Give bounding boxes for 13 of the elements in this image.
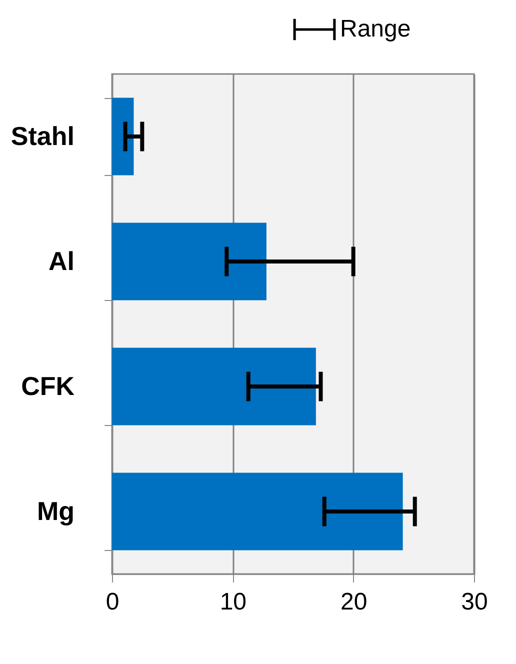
- bar: [112, 98, 134, 176]
- x-tick-label: 20: [340, 588, 368, 616]
- y-tick-label: Al: [48, 246, 74, 276]
- bar: [112, 222, 266, 300]
- y-tick-label: Mg: [36, 496, 74, 526]
- x-tick-label: 10: [220, 588, 247, 616]
- text: Range: [340, 16, 411, 42]
- bar: [112, 348, 316, 426]
- y-tick-label: CFK: [21, 371, 75, 401]
- x-tick-label: 30: [461, 588, 488, 616]
- bar: [112, 472, 403, 550]
- x-tick-label: 0: [106, 588, 120, 616]
- y-tick-label: Stahl: [10, 121, 74, 151]
